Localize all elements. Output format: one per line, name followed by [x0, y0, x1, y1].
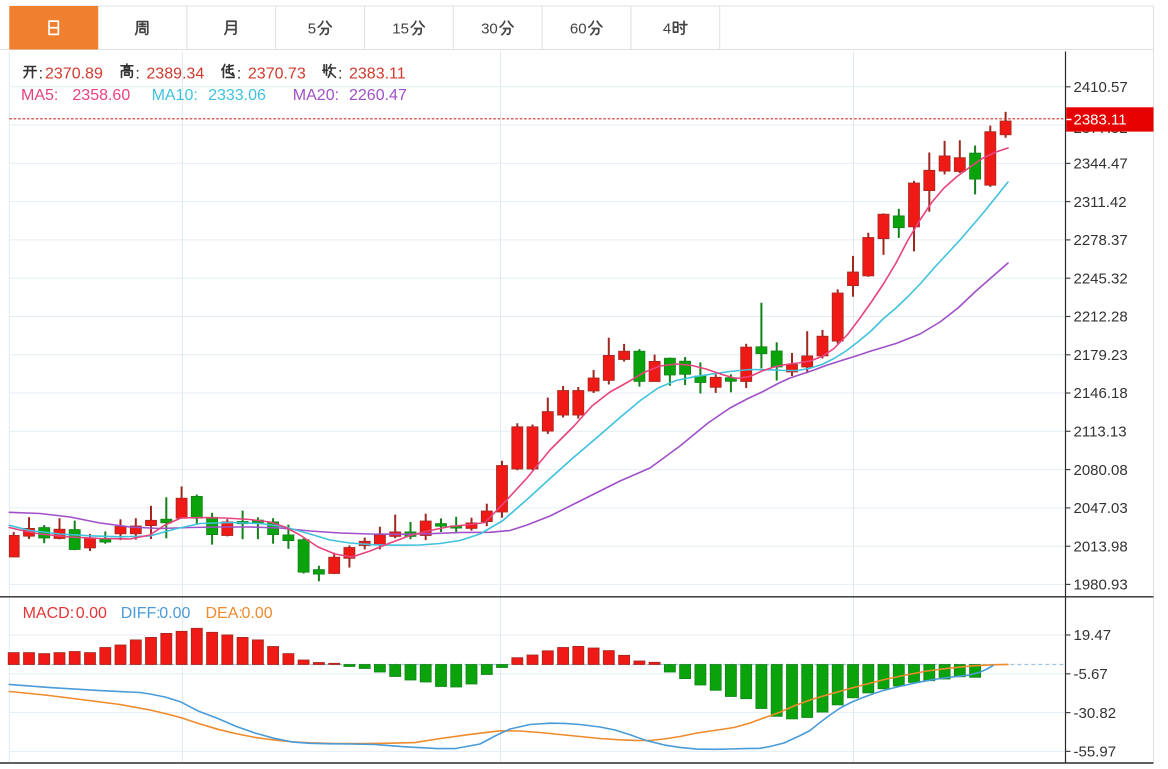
svg-text:DEA:: DEA: — [206, 605, 243, 622]
svg-text:2260.47: 2260.47 — [349, 87, 407, 104]
svg-text:2383.11: 2383.11 — [349, 65, 406, 82]
svg-text:2344.47: 2344.47 — [1074, 156, 1128, 173]
svg-text:2389.34: 2389.34 — [146, 65, 204, 82]
svg-text:5: 5 — [308, 20, 316, 37]
svg-text:2358.60: 2358.60 — [72, 87, 130, 104]
svg-text:MA10:: MA10: — [152, 87, 198, 104]
svg-text:-5.67: -5.67 — [1074, 666, 1108, 683]
svg-text:2370.73: 2370.73 — [248, 65, 306, 82]
svg-text:2245.32: 2245.32 — [1074, 270, 1128, 287]
svg-text:60: 60 — [570, 20, 587, 37]
svg-text:2146.18: 2146.18 — [1074, 385, 1128, 402]
svg-text:2278.37: 2278.37 — [1074, 232, 1128, 249]
svg-text:2383.11: 2383.11 — [1074, 112, 1127, 129]
svg-text:2311.42: 2311.42 — [1074, 194, 1127, 211]
svg-text:2179.23: 2179.23 — [1074, 347, 1128, 364]
svg-text:30: 30 — [481, 20, 498, 37]
svg-text:1980.93: 1980.93 — [1074, 577, 1128, 594]
svg-text:2370.89: 2370.89 — [45, 65, 103, 82]
svg-text:2080.08: 2080.08 — [1074, 462, 1128, 479]
svg-text::: : — [338, 65, 342, 82]
svg-text:2212.28: 2212.28 — [1074, 309, 1128, 326]
svg-text:DIFF:: DIFF: — [121, 605, 161, 622]
svg-text:2047.03: 2047.03 — [1074, 500, 1128, 517]
svg-text:0.00: 0.00 — [242, 605, 273, 622]
svg-text::: : — [135, 65, 139, 82]
svg-text::: : — [237, 65, 241, 82]
svg-text:0.00: 0.00 — [159, 605, 190, 622]
svg-text:2333.06: 2333.06 — [208, 87, 266, 104]
svg-text:4: 4 — [663, 20, 671, 37]
svg-text:-30.82: -30.82 — [1074, 705, 1117, 722]
svg-text:2113.13: 2113.13 — [1074, 424, 1127, 441]
svg-text:2410.57: 2410.57 — [1074, 79, 1128, 96]
svg-text:2013.98: 2013.98 — [1074, 538, 1128, 555]
svg-text::: : — [39, 65, 43, 82]
svg-text:0.00: 0.00 — [76, 605, 107, 622]
svg-text:15: 15 — [392, 20, 409, 37]
svg-text:-55.97: -55.97 — [1074, 744, 1117, 761]
svg-text:MA20:: MA20: — [293, 87, 339, 104]
svg-text:MA5:: MA5: — [21, 87, 58, 104]
svg-text:MACD:: MACD: — [23, 605, 75, 622]
svg-text:19.47: 19.47 — [1074, 627, 1112, 644]
